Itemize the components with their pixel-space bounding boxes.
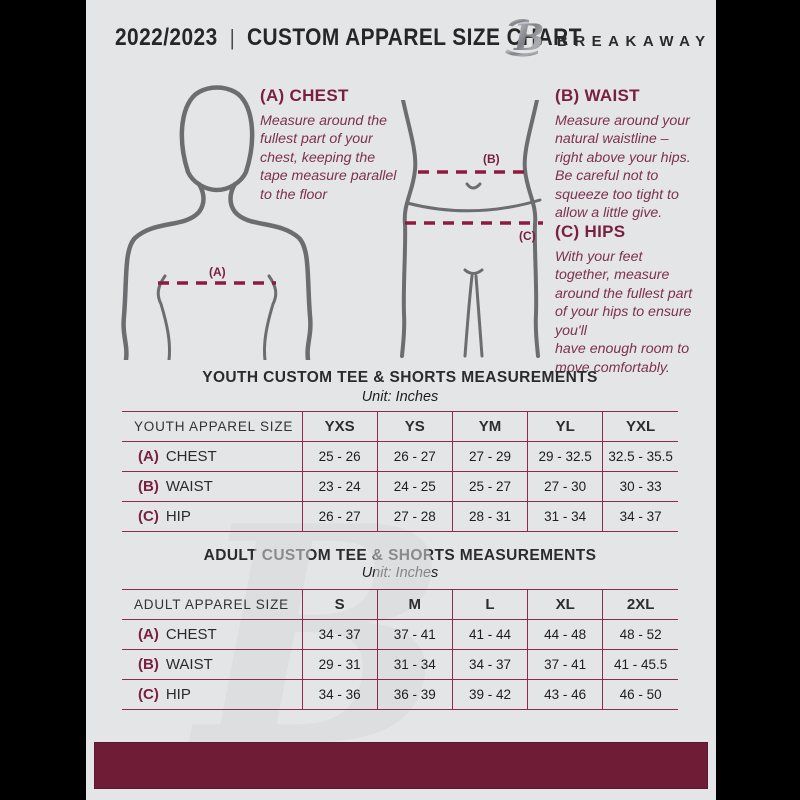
- measurement-cell: 29 - 31: [301, 649, 378, 680]
- row-label: HIP: [165, 508, 191, 525]
- row-label-cell: (C) HIP: [122, 680, 302, 710]
- hip-line-label: (C): [519, 229, 536, 243]
- row-key: (B): [138, 478, 159, 495]
- measurement-cell: 25 - 27: [451, 471, 528, 502]
- waist-section-heading: (B) WAIST: [555, 86, 640, 105]
- row-label: CHEST: [165, 626, 217, 643]
- measurement-cell: 41 - 45.5: [602, 649, 678, 680]
- column-header: YL: [527, 411, 603, 442]
- measurement-cell: 31 - 34: [376, 649, 453, 680]
- column-header: YXS: [301, 411, 378, 442]
- row-key: (C): [138, 508, 159, 525]
- svg-text:B: B: [513, 17, 544, 59]
- row-key: (B): [138, 656, 159, 673]
- brand-lockup: B BREAKAWAY: [503, 16, 712, 60]
- hips-section-body: With your feet together, measure around …: [555, 249, 693, 376]
- row-key: (C): [138, 686, 159, 703]
- column-header: S: [301, 589, 378, 620]
- measurement-cell: 27 - 30: [527, 471, 603, 502]
- measurement-cell: 43 - 46: [527, 679, 603, 710]
- table-row: (B) WAIST 29 - 31 31 - 34 34 - 37 37 - 41…: [122, 649, 678, 680]
- youth-table-unit: Unit: Inches: [361, 389, 439, 405]
- navel-mark: [465, 182, 482, 190]
- measurement-cell: 32.5 - 35.5: [602, 441, 678, 472]
- hips-section-heading: (C) HIPS: [555, 222, 626, 241]
- chest-section-body: Measure around the fullest part of your …: [260, 113, 397, 203]
- measurement-cell: 46 - 50: [602, 679, 678, 710]
- header-year: 2022/2023: [115, 24, 218, 51]
- column-header: L: [451, 589, 528, 620]
- measurement-cell: 24 - 25: [376, 471, 453, 502]
- measurement-cell: 48 - 52: [602, 619, 678, 650]
- measurement-cell: 39 - 42: [451, 679, 528, 710]
- youth-header-row: YOUTH APPAREL SIZE YXS YS YM YL YXL: [122, 411, 678, 442]
- column-header: M: [376, 589, 453, 620]
- measurement-cell: 41 - 44: [451, 619, 528, 650]
- measurement-cell: 29 - 32.5: [527, 441, 603, 472]
- column-header: YOUTH APPAREL SIZE: [134, 419, 294, 434]
- table-row: (A) CHEST 34 - 37 37 - 41 41 - 44 44 - 48…: [122, 619, 678, 650]
- row-label-cell: (A) CHEST: [122, 620, 302, 650]
- breakaway-logo-icon: B: [505, 17, 544, 59]
- adult-table-title: ADULT CUSTOM TEE & SHORTS MEASUREMENTS: [203, 547, 597, 564]
- measurement-cell: 34 - 37: [602, 501, 678, 532]
- chest-section-heading: (A) CHEST: [260, 86, 349, 105]
- column-header: XL: [527, 589, 603, 620]
- lower-body-figure: (B) (C): [400, 100, 543, 358]
- measurement-cell: 36 - 39: [376, 679, 453, 710]
- page: 2022/2023 | CUSTOM APPAREL SIZE CHART B: [86, 0, 716, 800]
- row-key: (A): [138, 448, 159, 465]
- measurement-cell: 26 - 27: [301, 501, 378, 532]
- header: 2022/2023 | CUSTOM APPAREL SIZE CHART: [115, 24, 582, 52]
- youth-table-title: YOUTH CUSTOM TEE & SHORTS MEASUREMENTS: [202, 369, 598, 386]
- footer-bar: [94, 742, 708, 789]
- measurement-cell: 34 - 37: [301, 619, 378, 650]
- column-header: 2XL: [602, 589, 678, 620]
- row-label: HIP: [165, 686, 191, 703]
- table-row: (C) HIP 34 - 36 36 - 39 39 - 42 43 - 46 4…: [122, 679, 678, 710]
- measurement-cell: 26 - 27: [376, 441, 453, 472]
- adult-header-row: ADULT APPAREL SIZE S M L XL 2XL: [122, 589, 678, 620]
- row-label-cell: (A) CHEST: [122, 442, 302, 472]
- row-label: WAIST: [165, 478, 213, 495]
- measurement-cell: 34 - 37: [451, 649, 528, 680]
- measurement-cell: 34 - 36: [301, 679, 378, 710]
- column-header: YM: [451, 411, 528, 442]
- row-label-cell: (B) WAIST: [122, 472, 302, 502]
- row-label-cell: (C) HIP: [122, 502, 302, 532]
- table-row: (A) CHEST 25 - 26 26 - 27 27 - 29 29 - 32…: [122, 441, 678, 472]
- chest-line-label: (A): [209, 265, 226, 279]
- row-label: WAIST: [165, 656, 213, 673]
- brand-name: BREAKAWAY: [557, 32, 712, 50]
- page-title: CUSTOM APPAREL SIZE CHART: [246, 24, 582, 51]
- adult-size-table: ADULT APPAREL SIZE S M L XL 2XL (A) CHEST…: [122, 589, 678, 710]
- measurement-cell: 31 - 34: [527, 501, 603, 532]
- youth-size-table: YOUTH APPAREL SIZE YXS YS YM YL YXL (A) C…: [122, 411, 678, 532]
- column-header: YXL: [602, 411, 678, 442]
- row-key: (A): [138, 626, 159, 643]
- measurement-cell: 27 - 29: [451, 441, 528, 472]
- header-separator: |: [229, 25, 235, 50]
- measurement-cell: 28 - 31: [451, 501, 528, 532]
- measurement-cell: 23 - 24: [301, 471, 378, 502]
- row-label-cell: (B) WAIST: [122, 650, 302, 680]
- measurement-cell: 44 - 48: [527, 619, 603, 650]
- upper-body-figure: (A): [121, 85, 313, 360]
- measurement-cell: 30 - 33: [602, 471, 678, 502]
- table-row: (B) WAIST 23 - 24 24 - 25 25 - 27 27 - 30…: [122, 471, 678, 502]
- waist-line-label: (B): [483, 152, 500, 166]
- waist-section-body: Measure around your natural waistline – …: [555, 113, 691, 222]
- column-header: ADULT APPAREL SIZE: [134, 597, 289, 612]
- adult-table-unit: Unit: Inches: [361, 565, 439, 581]
- measurement-cell: 37 - 41: [527, 649, 603, 680]
- table-row: (C) HIP 26 - 27 27 - 28 28 - 31 31 - 34 3…: [122, 501, 678, 532]
- measurement-cell: 27 - 28: [376, 501, 453, 532]
- row-label: CHEST: [165, 448, 217, 465]
- column-header: YS: [376, 411, 453, 442]
- measurement-cell: 25 - 26: [301, 441, 378, 472]
- measurement-cell: 37 - 41: [376, 619, 453, 650]
